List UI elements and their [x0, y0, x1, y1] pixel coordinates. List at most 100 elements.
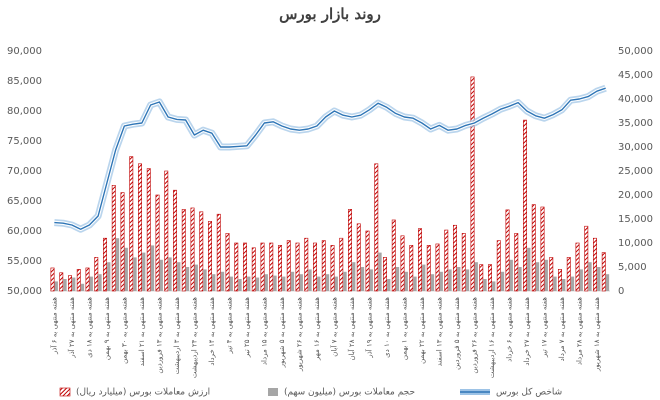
bar: [129, 156, 134, 292]
bar: [430, 274, 435, 291]
bar: [418, 228, 422, 292]
bar: [514, 233, 519, 292]
x-tick-label: هفته منتهی به ۲۵ تیر: [243, 297, 251, 359]
bar: [103, 237, 107, 292]
x-tick-label: هفته منتهی به ۲۴ اردیبهشت: [190, 297, 198, 378]
bar: [94, 257, 99, 292]
x-tick-label: هفته منتهی به ۱۶ اردیبهشت: [488, 297, 496, 378]
bar: [234, 242, 239, 292]
bar: [203, 269, 207, 291]
x-tick-label: هفته منتهی به ۲۸ مرداد: [575, 297, 583, 365]
x-tick-label: هفته منتهی به ۷ مرداد: [558, 297, 566, 362]
bar: [435, 243, 440, 292]
y-tick-label: 70,000: [7, 166, 42, 177]
bar: [273, 275, 277, 291]
y2-tick-label: 5,000: [618, 262, 647, 273]
bar: [185, 267, 190, 291]
y-tick-label: 60,000: [7, 226, 42, 237]
bar: [76, 269, 81, 292]
bar: [177, 262, 181, 291]
x-tick-label: هفته منتهی به ۱۴ خرداد: [208, 297, 216, 366]
x-tick-label: هفته منتهی به ۴ تیر: [225, 297, 233, 355]
y2-tick-label: 30,000: [618, 142, 653, 153]
x-tick-label: هفته منتهی به ۲۱ اسفند: [138, 297, 146, 367]
bar: [194, 264, 198, 291]
bar: [453, 224, 457, 292]
y2-tick-label: 25,000: [618, 166, 653, 177]
bar: [378, 252, 382, 291]
x-tick-label: هفته منتهی به ۱۸ شهریور: [593, 297, 601, 372]
bar: [321, 240, 326, 292]
bar: [422, 264, 426, 291]
bar: [365, 230, 370, 292]
bar: [518, 267, 522, 291]
legend-icon: [59, 387, 71, 397]
bar: [562, 279, 566, 291]
bar: [360, 267, 365, 291]
bar: [325, 274, 330, 291]
bar: [238, 279, 242, 291]
bar: [387, 279, 391, 291]
bar: [334, 276, 338, 291]
bar: [115, 238, 120, 291]
x-tick-label: هفته منتهی به ۱۷ تیر: [540, 297, 548, 359]
bar: [330, 245, 335, 292]
y2-tick-label: 0: [618, 286, 624, 297]
bar: [173, 189, 177, 292]
bar: [593, 237, 597, 292]
y-tick-label: 75,000: [7, 136, 42, 147]
bar: [540, 206, 545, 292]
bar: [483, 279, 487, 291]
x-tick-label: هفته منتهی به ۶ آذر: [49, 297, 58, 355]
x-tick-label: هفته منتهی به ۱۹ آذر: [364, 297, 373, 359]
legend-label: شاخص کل بورس: [496, 388, 562, 398]
bar: [225, 233, 230, 292]
bar: [474, 262, 478, 291]
bar: [80, 283, 85, 291]
bar: [220, 271, 225, 291]
bar: [395, 267, 400, 291]
bar: [199, 211, 204, 292]
bar: [343, 271, 347, 291]
legend-label: ارزش معاملات بورس (میلیارد ریال): [76, 388, 210, 398]
y2-tick-label: 20,000: [618, 190, 653, 201]
bar: [531, 204, 536, 292]
bar: [269, 242, 274, 292]
bar: [570, 276, 575, 291]
bar: [465, 269, 470, 291]
bar: [448, 269, 452, 291]
bar: [575, 242, 580, 292]
bar: [509, 259, 513, 291]
bar: [400, 235, 405, 292]
chart-title: روند بازار بورس: [279, 5, 381, 23]
bar: [505, 209, 510, 292]
x-tick-label: هفته منتهی به ۲۷ آذر: [67, 297, 76, 359]
bar: [348, 209, 352, 292]
bar: [601, 252, 606, 292]
bar: [413, 276, 417, 291]
bar: [282, 276, 286, 291]
bar: [155, 194, 160, 292]
bar: [470, 76, 475, 292]
bar: [68, 275, 72, 292]
bar: [72, 277, 76, 291]
line: [54, 87, 606, 230]
bar: [164, 170, 169, 292]
bar: [426, 245, 431, 292]
bar: [212, 274, 216, 291]
bar: [124, 247, 128, 291]
bar: [479, 264, 484, 292]
bar: [299, 274, 303, 291]
x-tick-label: هفته منتهی به ۹ بهمن: [103, 297, 111, 360]
bar: [85, 267, 90, 292]
bar: [558, 269, 562, 292]
bar: [579, 269, 583, 291]
bar: [317, 276, 321, 291]
x-tick-label: هفته منتهی به ۷ آبان: [329, 297, 338, 357]
bar: [488, 264, 492, 292]
y-tick-label: 65,000: [7, 196, 42, 207]
bar: [278, 245, 282, 292]
bar: [290, 271, 295, 291]
bar: [584, 225, 589, 292]
y2-tick-label: 15,000: [618, 214, 653, 225]
